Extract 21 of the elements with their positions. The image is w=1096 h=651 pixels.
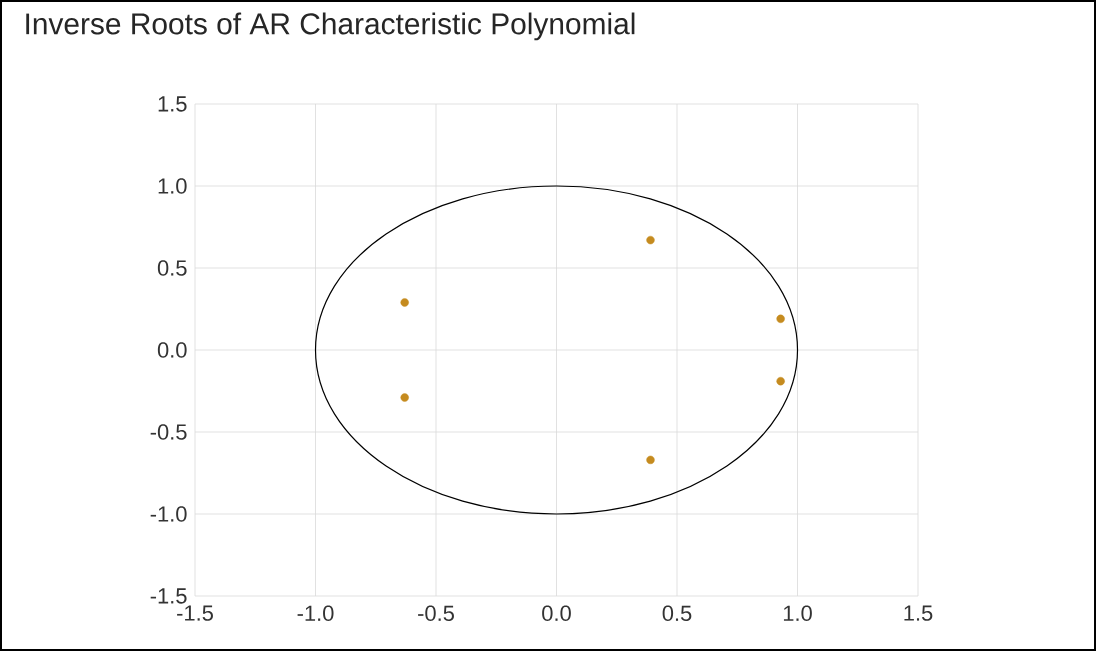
- y-tick-label: -1.5: [150, 588, 187, 604]
- x-tick-label: 0.5: [662, 605, 692, 622]
- x-tick-label: 0.0: [542, 605, 571, 622]
- x-tick-label: -0.5: [418, 605, 454, 622]
- point: [646, 235, 655, 245]
- point: [776, 314, 785, 324]
- x-tick-label: -1.5: [177, 605, 213, 621]
- y-tick-label: 0.0: [157, 342, 187, 358]
- point: [776, 376, 785, 386]
- point: [646, 455, 655, 465]
- x-tick-label: -1.0: [297, 605, 334, 622]
- y-tick-label: 1.5: [158, 96, 187, 112]
- y-tick-label: -1.0: [150, 506, 187, 522]
- y-tick-label: 0.5: [157, 260, 187, 276]
- y-tick-label: 1.0: [158, 178, 187, 194]
- x-tick-label: 1.0: [783, 605, 812, 622]
- point: [400, 393, 409, 402]
- point: [400, 298, 409, 307]
- x-tick-label: 1.5: [904, 605, 933, 621]
- y-tick-label: -0.5: [150, 424, 187, 440]
- chart-title: Inverse Roots of AR Characteristic Polynomial: [26, 12, 635, 41]
